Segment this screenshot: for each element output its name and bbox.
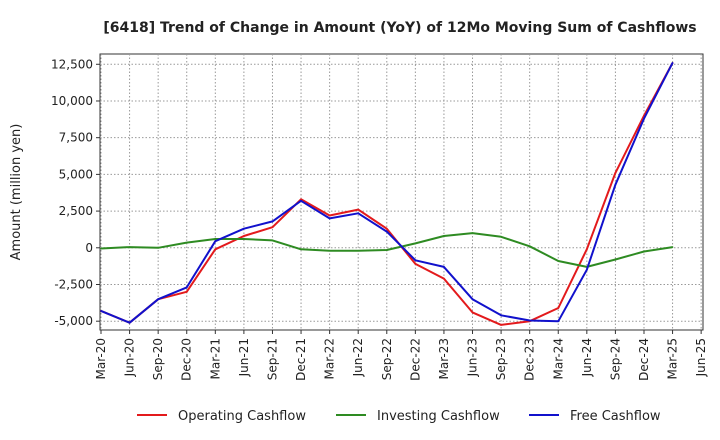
investing-cashflow-point bbox=[385, 249, 388, 251]
investing-cashflow-point bbox=[100, 247, 102, 250]
y-tick-label: 10,000 bbox=[51, 94, 93, 108]
free-cashflow-point bbox=[185, 286, 188, 289]
x-tick-label: Mar-22 bbox=[323, 338, 337, 379]
free-cashflow-point bbox=[557, 320, 560, 322]
free-cashflow-point bbox=[528, 319, 531, 322]
investing-cashflow-point bbox=[643, 250, 645, 253]
x-tick-label: Jun-21 bbox=[237, 338, 251, 377]
investing-cashflow-point bbox=[671, 246, 674, 248]
free-cashflow-point bbox=[157, 298, 159, 300]
free-cashflow-point bbox=[214, 240, 217, 242]
free-cashflow-point bbox=[671, 62, 674, 64]
operating-cashflow-point bbox=[300, 198, 302, 201]
y-tick-label: 0 bbox=[85, 241, 93, 255]
free-cashflow-point bbox=[586, 269, 588, 271]
investing-cashflow-point bbox=[214, 238, 217, 240]
x-tick-label: Mar-20 bbox=[94, 338, 108, 379]
legend-label-investing-cashflow: Investing Cashflow bbox=[377, 409, 500, 424]
chart-title: [6418] Trend of Change in Amount (YoY) o… bbox=[103, 20, 696, 36]
investing-cashflow-point bbox=[357, 249, 360, 252]
investing-cashflow-point bbox=[185, 241, 188, 244]
investing-cashflow-point bbox=[557, 260, 560, 262]
x-tick-label: Sep-22 bbox=[380, 338, 394, 380]
x-tick-label: Jun-23 bbox=[466, 338, 480, 377]
x-tick-label: Jun-22 bbox=[351, 338, 365, 377]
operating-cashflow-point bbox=[385, 227, 388, 230]
free-cashflow-point bbox=[643, 117, 645, 120]
x-tick-label: Sep-23 bbox=[494, 338, 508, 380]
free-cashflow-point bbox=[614, 183, 617, 186]
y-tick-label: 7,500 bbox=[59, 131, 93, 145]
y-tick-label: 12,500 bbox=[51, 57, 93, 71]
operating-cashflow-point bbox=[357, 208, 360, 211]
operating-cashflow-point bbox=[500, 324, 502, 326]
investing-cashflow-point bbox=[328, 249, 331, 252]
operating-cashflow-point bbox=[471, 311, 474, 314]
operating-cashflow-point bbox=[414, 263, 417, 265]
free-cashflow-point bbox=[271, 220, 274, 223]
investing-cashflow-point bbox=[157, 246, 159, 249]
free-cashflow-point bbox=[100, 310, 102, 312]
investing-cashflow-point bbox=[243, 238, 245, 240]
operating-cashflow-point bbox=[614, 172, 617, 174]
legend: Operating Cashflow Investing Cashflow Free… bbox=[137, 409, 661, 424]
investing-cashflow-point bbox=[128, 246, 131, 248]
x-tick-label: Sep-24 bbox=[608, 338, 622, 380]
operating-cashflow-point bbox=[214, 248, 217, 251]
y-tick-label: -5,000 bbox=[54, 314, 93, 328]
free-cashflow-point bbox=[414, 259, 417, 262]
operating-cashflow-point bbox=[586, 248, 588, 251]
operating-cashflow-point bbox=[328, 214, 331, 217]
series-lines bbox=[100, 62, 674, 326]
x-tick-label: Jun-24 bbox=[580, 338, 594, 377]
investing-cashflow-point bbox=[500, 235, 502, 238]
y-tick-label: -2,500 bbox=[54, 277, 93, 291]
x-tick-label: Jun-20 bbox=[123, 338, 137, 377]
investing-cashflow-point bbox=[414, 242, 417, 245]
x-tick-label: Jun-25 bbox=[694, 338, 708, 377]
investing-cashflow-point bbox=[443, 235, 445, 237]
x-tick-label: Mar-24 bbox=[551, 338, 565, 379]
investing-cashflow-point bbox=[471, 232, 474, 234]
operating-cashflow-point bbox=[185, 291, 188, 293]
x-axis-ticks: Mar-20 Jun-20 Sep-20 Dec-20 Mar-21 Jun-21 Sep-… bbox=[94, 330, 708, 381]
legend-label-free-cashflow: Free Cashflow bbox=[570, 409, 661, 424]
free-cashflow-point bbox=[500, 314, 502, 317]
x-tick-label: Mar-23 bbox=[437, 338, 451, 379]
x-tick-label: Sep-20 bbox=[151, 338, 165, 380]
x-tick-label: Dec-21 bbox=[294, 338, 308, 381]
x-tick-label: Dec-22 bbox=[408, 338, 422, 381]
operating-cashflow-point bbox=[443, 277, 445, 280]
free-cashflow-point bbox=[471, 298, 474, 300]
free-cashflow-point bbox=[443, 266, 445, 268]
y-tick-label: 5,000 bbox=[59, 167, 93, 181]
x-tick-label: Dec-24 bbox=[637, 338, 651, 381]
free-cashflow-point bbox=[357, 212, 360, 215]
x-tick-label: Dec-23 bbox=[523, 338, 537, 381]
free-cashflow-point bbox=[385, 230, 388, 233]
legend-label-operating-cashflow: Operating Cashflow bbox=[178, 409, 306, 424]
operating-cashflow-point bbox=[557, 307, 560, 309]
operating-cashflow-point bbox=[271, 226, 274, 229]
y-tick-label: 2,500 bbox=[59, 204, 93, 218]
free-cashflow-point bbox=[328, 217, 331, 220]
x-tick-label: Mar-25 bbox=[666, 338, 680, 379]
investing-cashflow-point bbox=[614, 258, 617, 261]
operating-cashflow-point bbox=[243, 235, 245, 237]
free-cashflow-point bbox=[128, 321, 131, 324]
investing-cashflow-point bbox=[528, 245, 531, 248]
y-axis-ticks: -5,000 -2,500 0 2,500 5,000 7,500 10,000 12,500 bbox=[51, 57, 100, 328]
y-axis-title: Amount (million yen) bbox=[9, 124, 24, 261]
x-tick-label: Sep-21 bbox=[265, 338, 279, 380]
x-tick-label: Dec-20 bbox=[180, 338, 194, 381]
investing-cashflow-point bbox=[300, 248, 302, 251]
investing-cashflow-point bbox=[271, 239, 274, 242]
x-tick-label: Mar-21 bbox=[208, 338, 222, 379]
free-cashflow-point bbox=[243, 227, 245, 230]
free-cashflow-point bbox=[300, 200, 302, 202]
